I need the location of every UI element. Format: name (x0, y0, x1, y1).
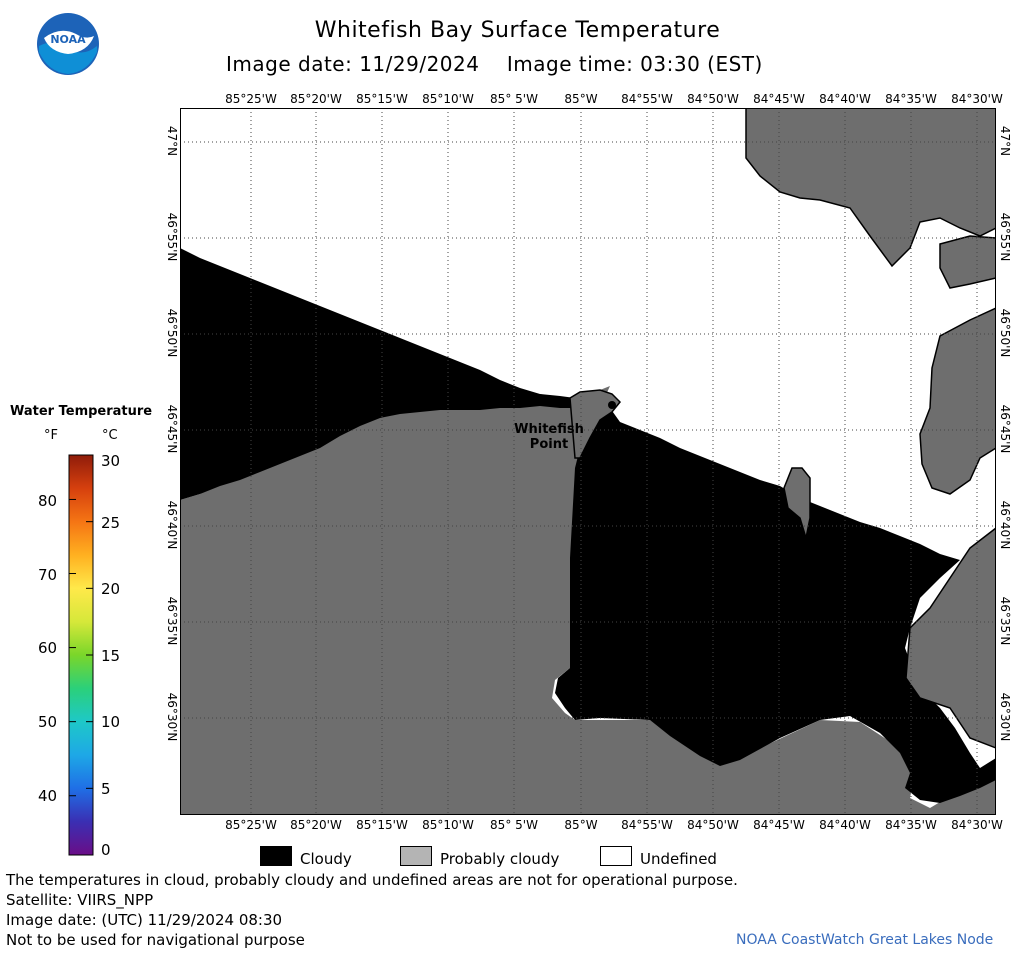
footer-credit: NOAA CoastWatch Great Lakes Node (736, 932, 994, 948)
image-date-time: Image date: 11/29/2024 Image time: 03:30… (226, 52, 763, 76)
lat-label-left-6: 46°30'N (165, 692, 179, 742)
legend-title: Water Temperature (10, 404, 153, 419)
legend-unit-c: °C (102, 428, 118, 443)
lon-label-top-7: 84°50'W (687, 92, 739, 106)
lat-label-left-2: 46°50'N (165, 308, 179, 358)
lon-label-bottom-3: 85°10'W (422, 818, 474, 832)
lon-label-top-6: 84°55'W (621, 92, 673, 106)
place-label-line2: Point (529, 437, 569, 452)
lon-label-top-11: 84°30'W (951, 92, 1003, 106)
probably-cloudy-area-west (180, 386, 996, 815)
lon-label-top-0: 85°25'W (225, 92, 277, 106)
footer-satellite: Satellite: VIIRS_NPP (6, 891, 154, 909)
lat-label-right-6: 46°30'N (998, 692, 1012, 742)
lat-label-right-0: 47°N (998, 125, 1012, 157)
place-label-whitefish-point: Whitefish Point (510, 422, 588, 452)
lat-label-left-3: 46°45'N (165, 404, 179, 454)
lon-label-bottom-0: 85°25'W (225, 818, 277, 832)
lon-label-bottom-10: 84°35'W (885, 818, 937, 832)
footer-utc-date: Image date: (UTC) 11/29/2024 08:30 (6, 911, 283, 929)
lon-label-top-9: 84°40'W (819, 92, 871, 106)
point-marker (608, 401, 616, 409)
lat-label-right-5: 46°35'N (998, 596, 1012, 646)
key-cloudy-swatch (260, 846, 292, 866)
land-area-east-shore (919, 306, 997, 495)
lat-label-right-2: 46°50'N (998, 308, 1012, 358)
lon-label-top-3: 85°10'W (422, 92, 474, 106)
svg-text:NOAA: NOAA (50, 33, 86, 46)
lat-label-left-4: 46°40'N (165, 500, 179, 550)
c-tick-5: 5 (101, 780, 111, 798)
f-tick-50: 50 (38, 713, 58, 731)
lon-label-top-1: 85°20'W (290, 92, 342, 106)
lon-label-top-10: 84°35'W (885, 92, 937, 106)
noaa-logo-icon: NOAA (37, 13, 99, 75)
land-area-northeast (745, 107, 997, 268)
lon-label-top-2: 85°15'W (356, 92, 408, 106)
lon-label-top-5: 85°W (564, 92, 598, 106)
c-tick-15: 15 (101, 647, 121, 665)
cloudy-area-west (180, 248, 585, 500)
color-bar-gradient (68, 454, 94, 856)
c-tick-10: 10 (101, 713, 121, 731)
page-title: Whitefish Bay Surface Temperature (314, 18, 721, 43)
footer-disclaimer: The temperatures in cloud, probably clou… (6, 871, 738, 889)
footer-navigation-note: Not to be used for navigational purpose (6, 931, 305, 949)
c-tick-30: 30 (101, 452, 121, 470)
c-tick-0: 0 (101, 841, 111, 859)
land-area-south-east (905, 526, 997, 750)
lon-label-top-4: 85° 5'W (490, 92, 538, 106)
key-undefined-swatch (600, 846, 632, 866)
lon-label-bottom-5: 85°W (564, 818, 598, 832)
f-tick-80: 80 (38, 492, 58, 510)
place-label-line1: Whitefish (514, 422, 584, 437)
f-tick-70: 70 (38, 566, 58, 584)
lat-label-left-1: 46°55'N (165, 212, 179, 262)
map-border (180, 108, 996, 815)
map-image (180, 107, 997, 815)
c-tick-20: 20 (101, 580, 121, 598)
lon-label-bottom-9: 84°40'W (819, 818, 871, 832)
f-tick-60: 60 (38, 639, 58, 657)
color-bar (68, 454, 94, 856)
land-area-peninsula (783, 467, 811, 539)
lon-label-bottom-2: 85°15'W (356, 818, 408, 832)
whitefish-point-land (569, 389, 622, 459)
lat-label-right-3: 46°45'N (998, 404, 1012, 454)
lon-label-bottom-4: 85° 5'W (490, 818, 538, 832)
c-tick-25: 25 (101, 514, 121, 532)
lat-label-left-0: 47°N (165, 125, 179, 157)
graticule (180, 108, 996, 815)
key-undefined-label: Undefined (640, 850, 717, 868)
lon-label-bottom-8: 84°45'W (753, 818, 805, 832)
key-probably-cloudy-swatch (400, 846, 432, 866)
lon-label-bottom-6: 84°55'W (621, 818, 673, 832)
lat-label-left-5: 46°35'N (165, 596, 179, 646)
cloudy-area-east (555, 408, 996, 803)
land-area-island (939, 235, 997, 289)
f-tick-40: 40 (38, 787, 58, 805)
lon-label-bottom-11: 84°30'W (951, 818, 1003, 832)
lon-label-bottom-7: 84°50'W (687, 818, 739, 832)
map-panel (180, 107, 997, 815)
lat-label-right-4: 46°40'N (998, 500, 1012, 550)
lat-label-right-1: 46°55'N (998, 212, 1012, 262)
lon-label-top-8: 84°45'W (753, 92, 805, 106)
lon-label-bottom-1: 85°20'W (290, 818, 342, 832)
legend-unit-f: °F (44, 428, 58, 443)
key-probably-cloudy-label: Probably cloudy (440, 850, 560, 868)
key-cloudy-label: Cloudy (300, 850, 352, 868)
noaa-logo: NOAA (36, 12, 100, 76)
